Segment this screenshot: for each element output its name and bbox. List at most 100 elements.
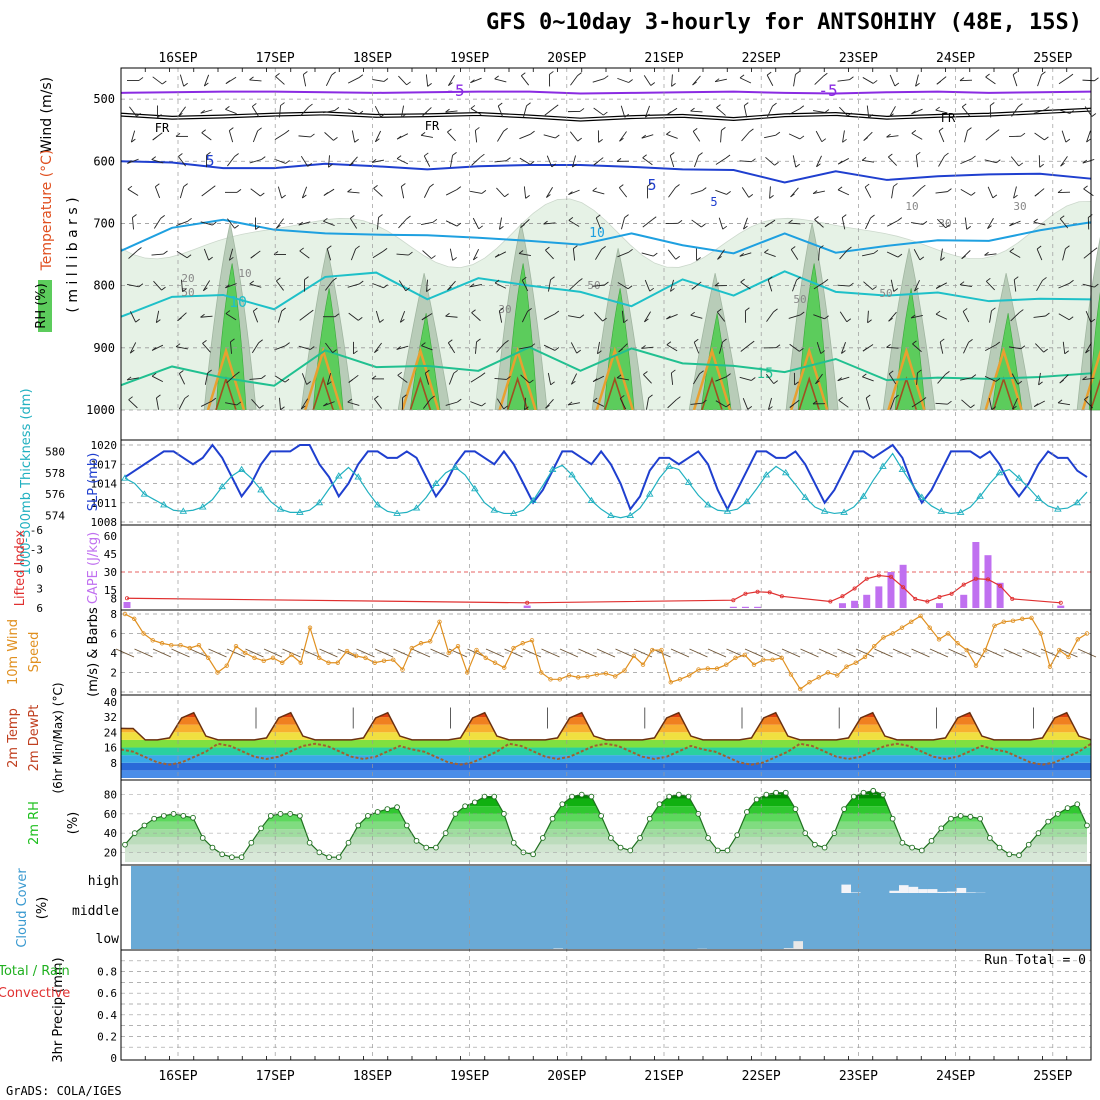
lifted-index-marker: [985, 577, 990, 582]
wind-barb: [447, 342, 456, 354]
lifted-index-marker: [876, 573, 881, 578]
wind-barb: [545, 249, 554, 260]
wind-barb-flag: [136, 112, 141, 117]
wind-barb-flag: [355, 245, 360, 250]
wind-barb: [276, 280, 284, 291]
wind-barb-flag: [530, 343, 536, 348]
wind-barb-flag: [432, 218, 438, 223]
rh-marker: [753, 796, 760, 803]
wind-barb-flag: [453, 369, 458, 374]
rh-marker: [996, 844, 1003, 851]
rh-marker: [345, 839, 352, 846]
wind-barb: [519, 253, 531, 257]
high-cloud-bar: [956, 887, 967, 893]
wind-barb-flag: [470, 79, 475, 84]
wind-barb-flag: [225, 106, 230, 110]
wind-barb: [1058, 109, 1070, 114]
wind-speed-marker: [631, 653, 636, 659]
thickness-marker: [820, 507, 829, 514]
wind-barb-flag: [691, 285, 697, 290]
wind-barb-flag: [327, 381, 332, 386]
wind-barb-flag: [701, 187, 707, 191]
wind-speed-marker: [770, 657, 775, 663]
precip-total-label: Total / Rain: [0, 964, 70, 979]
wind-barb: [151, 375, 164, 383]
wind-speed-marker: [307, 625, 313, 630]
wind-barb-flag: [716, 104, 721, 108]
wind-barb-flag: [666, 130, 671, 135]
wind-barb-flag: [480, 153, 485, 158]
wind-barb: [569, 131, 579, 142]
wind-speed-marker: [566, 673, 572, 678]
wind-barb: [519, 133, 531, 140]
wind-barb: [249, 283, 262, 288]
wind-barb: [274, 375, 286, 383]
bottom-day-label: 19SEP: [450, 1069, 489, 1084]
wind-tick: 4: [110, 647, 117, 660]
wind-barb-flag: [358, 280, 364, 285]
surface-wind-barb: [541, 648, 560, 658]
wind-barb-flag: [959, 281, 965, 286]
wind-barb: [618, 187, 628, 198]
wind-barb: [176, 220, 188, 227]
wind-barb: [251, 342, 260, 354]
wind-barb: [300, 398, 309, 410]
rh-band: [125, 806, 1087, 814]
wind-barb: [201, 132, 212, 141]
wind-barb-flag: [676, 396, 681, 401]
wind-barb-flag: [138, 283, 144, 288]
rh-marker: [948, 815, 954, 822]
wind-barb-flag: [1057, 399, 1063, 404]
wind-barb-flag: [323, 192, 329, 196]
rh-marker: [909, 844, 915, 851]
surface-wind-barb: [689, 648, 708, 658]
rh-marker: [899, 839, 906, 846]
lifted-index-marker: [743, 591, 748, 596]
wind-speed-marker: [335, 660, 340, 665]
wind-speed-marker: [751, 662, 757, 667]
wind-barb-flag: [273, 251, 279, 255]
contour-label: -5: [445, 81, 464, 100]
rh-marker: [646, 815, 653, 822]
wind-speed-marker: [714, 666, 720, 671]
wind-barb-flag: [947, 400, 952, 405]
wind-barb-flag: [912, 340, 917, 345]
wind-barb-flag: [915, 82, 920, 87]
wind-barb-flag: [773, 308, 778, 313]
wind-barb-flag: [1094, 77, 1099, 82]
wind-barb: [445, 189, 458, 196]
rh-marker: [199, 835, 206, 841]
wind-barb: [814, 219, 824, 228]
cloud-background: [131, 866, 1091, 949]
wind-barb: [741, 187, 750, 198]
rh-marker: [258, 825, 264, 832]
rh-band: [125, 836, 1087, 845]
wind-barb-flag: [764, 249, 769, 253]
wind-speed-marker: [890, 631, 895, 636]
wind-barb: [690, 190, 703, 195]
wind-barb: [568, 219, 580, 227]
temp-axis-title: 2m DewPt: [27, 705, 42, 772]
precip-axis-title: 3hr Precip (mm): [51, 957, 66, 1062]
wind-barb-flag: [408, 251, 413, 256]
wind-barb-flag: [743, 225, 748, 230]
wind-barb: [815, 373, 823, 385]
wind-barb: [497, 131, 504, 142]
wind-barb-flag: [1013, 194, 1018, 199]
rh-marker: [1084, 822, 1090, 829]
pressure-tick: 500: [93, 92, 115, 106]
wind-barb: [543, 313, 556, 320]
rh-marker: [238, 854, 245, 861]
thickness-tick: 578: [45, 467, 65, 480]
wind-barb: [470, 77, 482, 84]
lifted-index-tick: 0: [36, 563, 43, 576]
wind-barb-flag: [334, 107, 340, 111]
wind-barb-flag: [405, 287, 410, 292]
wind-barb: [228, 130, 234, 143]
wind-barb: [964, 217, 968, 230]
wind-barb-flag: [1082, 159, 1088, 164]
wind-barb-flag: [696, 257, 701, 261]
wind-barb: [668, 187, 676, 198]
wind-barb-flag: [893, 183, 898, 187]
wind-barb-flag: [838, 396, 843, 401]
